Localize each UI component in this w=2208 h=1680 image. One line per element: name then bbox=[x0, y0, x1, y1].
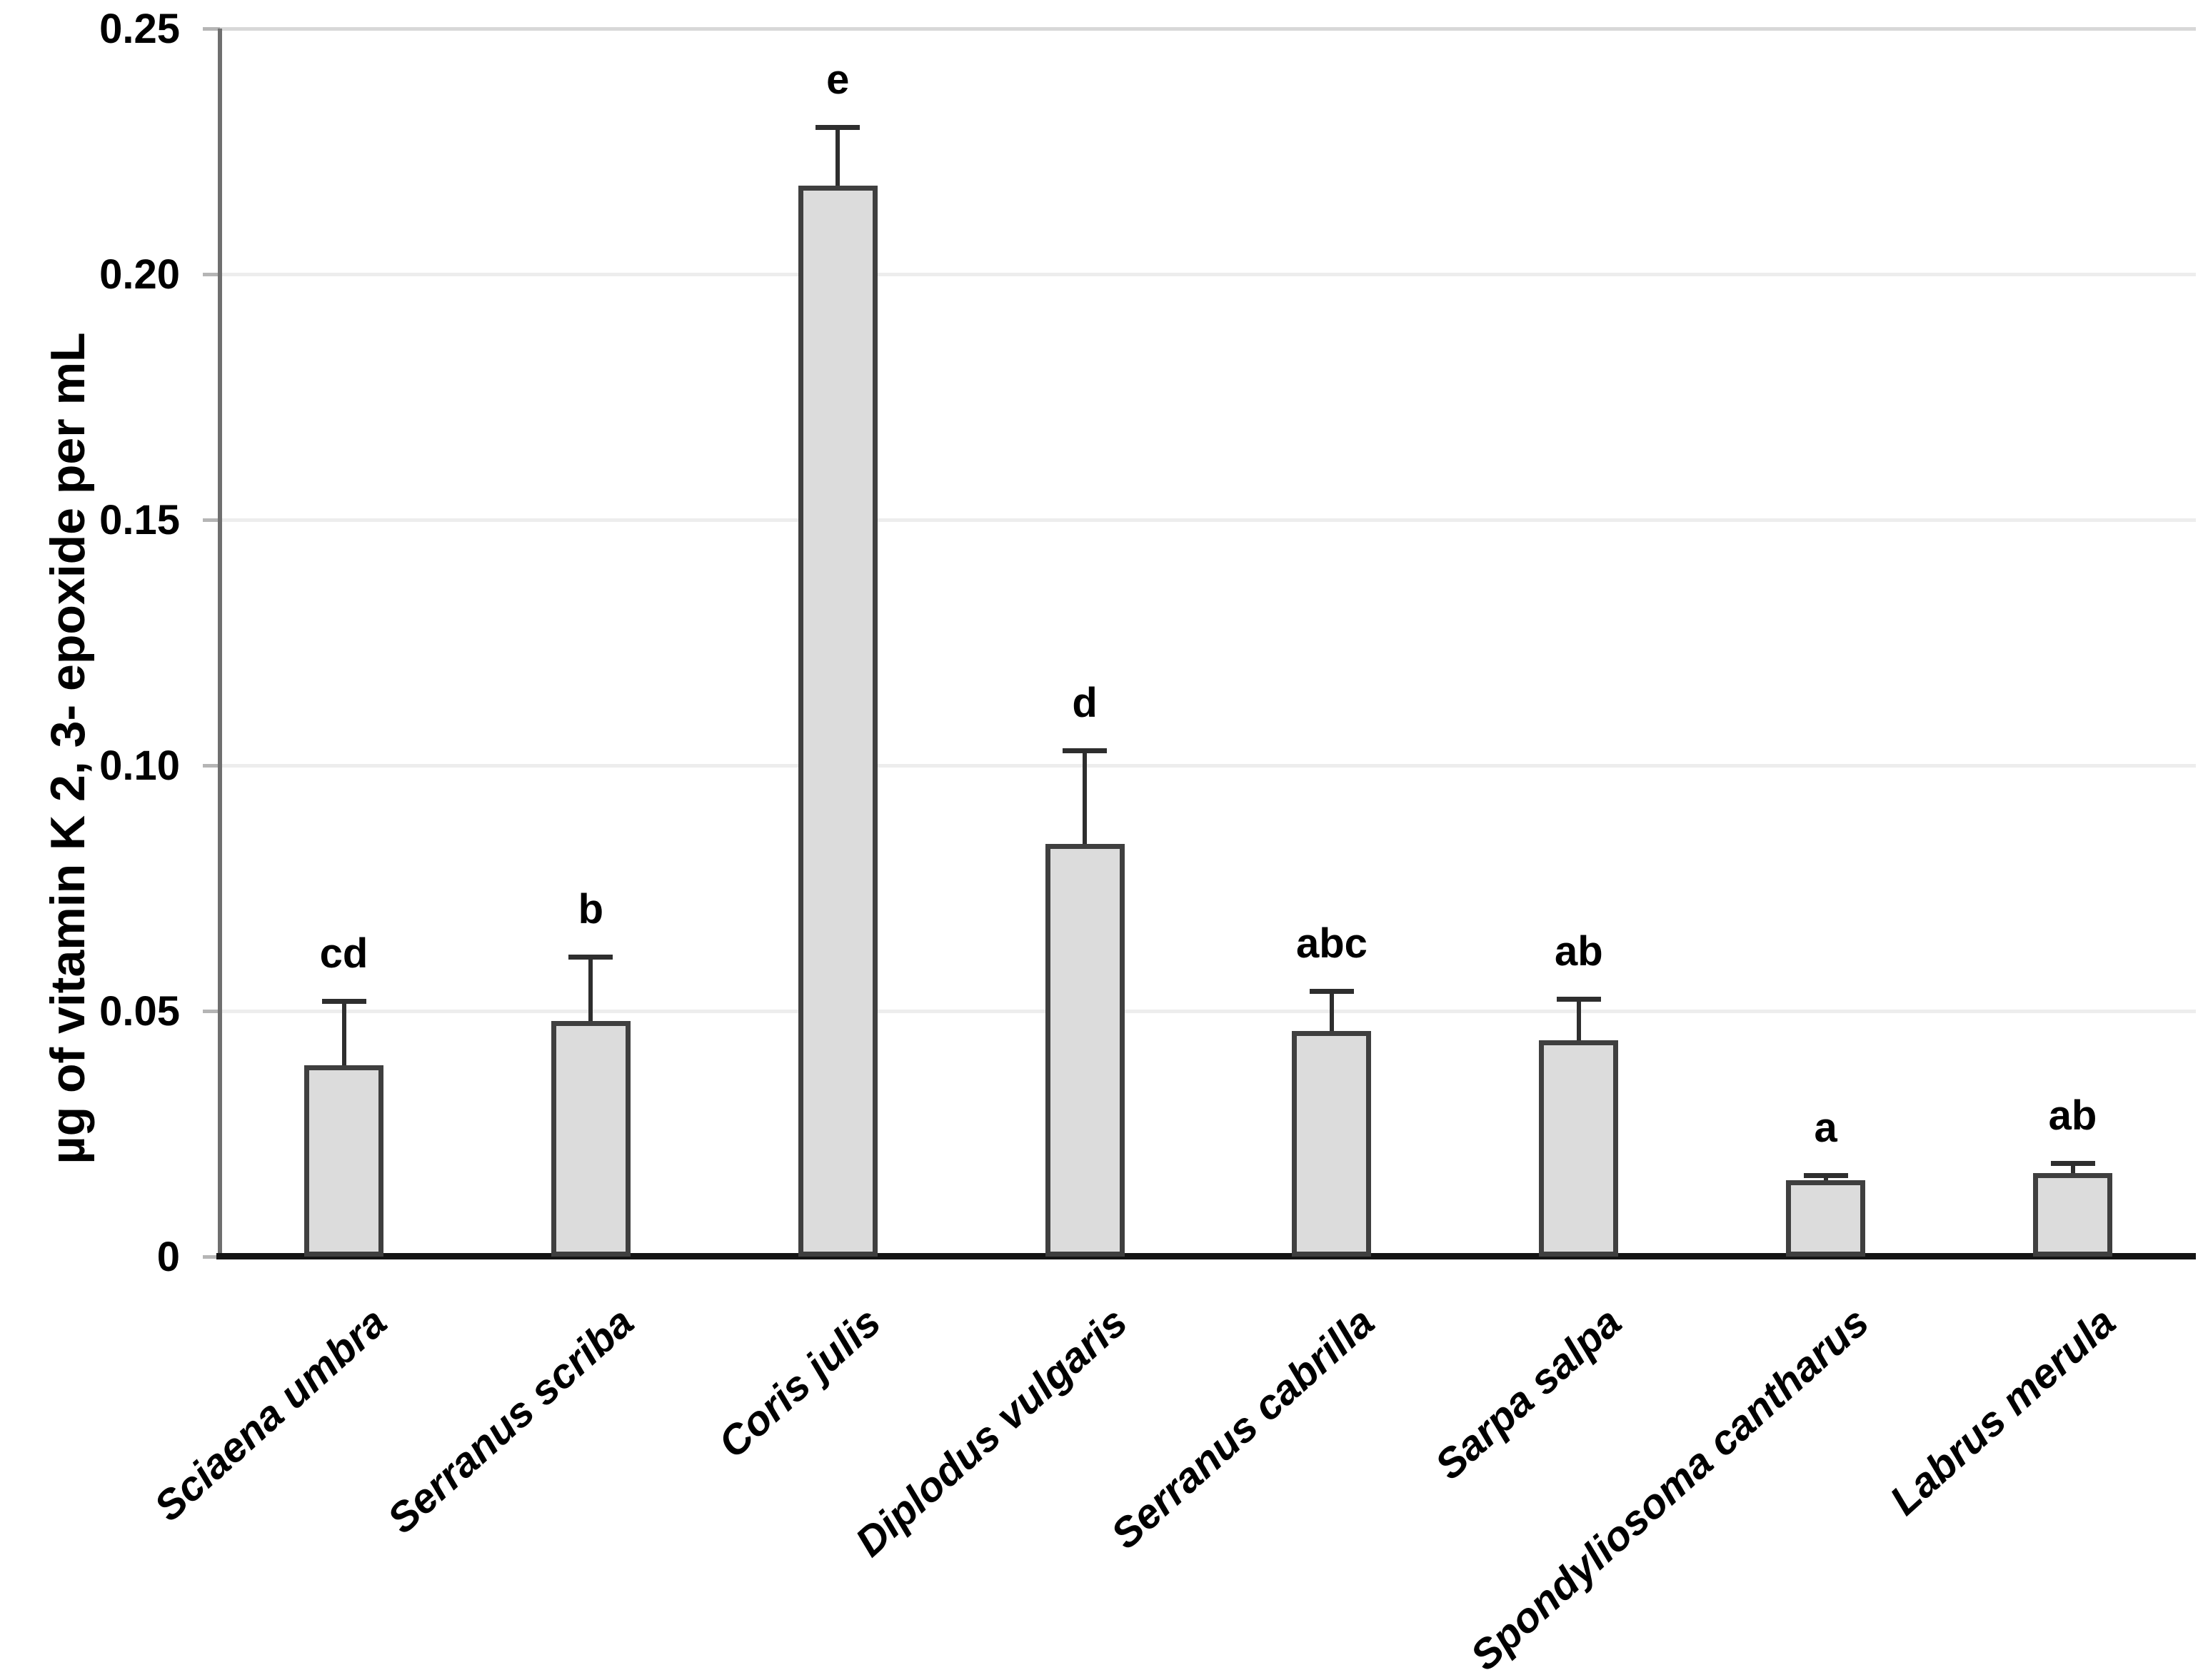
y-tick-mark bbox=[203, 1010, 220, 1013]
error-bar-cap bbox=[1063, 748, 1108, 754]
y-tick-label: 0.10 bbox=[99, 743, 180, 789]
error-bar-line bbox=[1576, 998, 1581, 1041]
error-bar-cap bbox=[1803, 1173, 1848, 1179]
bar bbox=[2033, 1173, 2113, 1257]
significance-letter: cd bbox=[319, 930, 368, 977]
y-tick-label: 0.15 bbox=[99, 497, 180, 543]
error-bar-line bbox=[588, 957, 593, 1021]
y-tick-mark bbox=[203, 27, 220, 31]
y-tick-mark bbox=[203, 1255, 220, 1259]
x-category-label: Spondyliosoma cantharus bbox=[1461, 1298, 1877, 1680]
bar bbox=[1292, 1030, 1372, 1257]
y-tick-label: 0.25 bbox=[99, 6, 180, 52]
error-bar-line bbox=[1083, 750, 1088, 845]
error-bar-line bbox=[1329, 991, 1334, 1031]
x-category-label: Serranus cabrilla bbox=[1102, 1298, 1384, 1558]
error-bar-line bbox=[2070, 1163, 2075, 1174]
error-bar-cap bbox=[816, 124, 860, 130]
significance-letter: ab bbox=[1554, 927, 1603, 975]
y-tick-mark bbox=[203, 273, 220, 276]
bar bbox=[304, 1065, 383, 1257]
error-bar-cap bbox=[321, 999, 366, 1005]
bar bbox=[1045, 844, 1125, 1257]
significance-letter: ab bbox=[2048, 1092, 2097, 1140]
x-category-label: Serranus scriba bbox=[378, 1298, 643, 1543]
y-tick-mark bbox=[203, 764, 220, 768]
grid-line bbox=[220, 764, 2196, 768]
grid-line bbox=[220, 518, 2196, 522]
x-category-label: Diplodus vulgaris bbox=[847, 1298, 1137, 1566]
significance-letter: abc bbox=[1295, 920, 1368, 967]
error-bar-cap bbox=[1309, 989, 1354, 995]
x-category-label: Sciaena umbra bbox=[145, 1298, 396, 1531]
bar bbox=[1539, 1040, 1619, 1257]
y-tick-label: 0 bbox=[156, 1234, 180, 1280]
significance-letter: d bbox=[1072, 680, 1098, 727]
error-bar-line bbox=[341, 1001, 346, 1065]
significance-letter: e bbox=[826, 56, 850, 103]
error-bar-cap bbox=[568, 955, 613, 960]
significance-letter: a bbox=[1814, 1105, 1837, 1152]
bar bbox=[798, 186, 878, 1257]
bar bbox=[551, 1020, 631, 1257]
y-tick-mark bbox=[203, 518, 220, 522]
grid-line bbox=[220, 1010, 2196, 1013]
error-bar-cap bbox=[1556, 996, 1601, 1002]
bar bbox=[1786, 1180, 1866, 1257]
y-tick-label: 0.20 bbox=[99, 251, 180, 298]
x-category-label: Labrus merula bbox=[1881, 1298, 2124, 1524]
error-bar-cap bbox=[2050, 1161, 2095, 1167]
x-category-label: Coris julis bbox=[709, 1298, 890, 1467]
x-axis-line bbox=[216, 1253, 2196, 1259]
grid-line bbox=[220, 273, 2196, 276]
error-bar-line bbox=[835, 126, 840, 186]
y-axis-line bbox=[218, 29, 222, 1257]
significance-letter: b bbox=[578, 886, 604, 933]
plot-top-border bbox=[220, 27, 2196, 31]
x-category-label: Sarpa salpa bbox=[1426, 1298, 1630, 1489]
y-tick-label: 0.05 bbox=[99, 988, 180, 1035]
